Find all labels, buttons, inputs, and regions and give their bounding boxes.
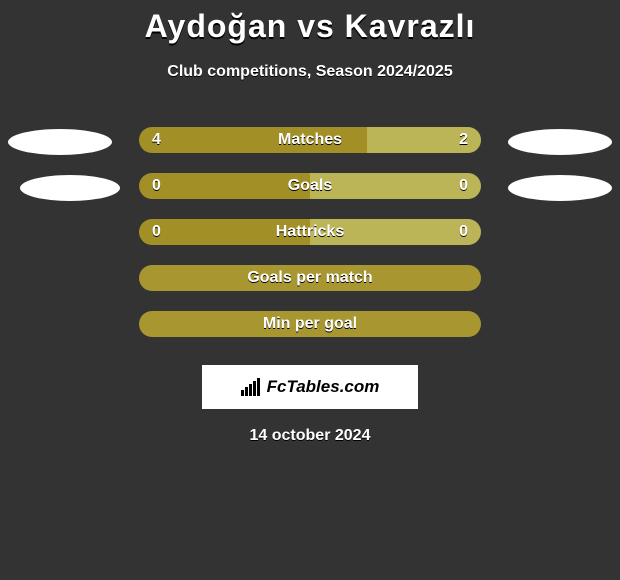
comparison-subtitle: Club competitions, Season 2024/2025 [0,63,620,81]
comparison-chart: Matches42Goals00Hattricks00Goals per mat… [0,117,620,347]
stat-row: Matches4 2 [0,117,620,163]
player-left-marker [8,129,112,155]
stat-value-right: 0 [459,219,468,245]
generated-date: 14 october 2024 [0,427,620,445]
stat-row: Goals per match [0,255,620,301]
stat-row: Goals0 0 [0,163,620,209]
stat-row: Hattricks0 0 [0,209,620,255]
logo: FcTables.com [241,377,380,397]
stat-label: Matches [139,127,481,153]
player-left-marker [20,175,120,201]
stat-label: Min per goal [139,311,481,337]
player-right-marker [508,129,612,155]
stat-row: Min per goal [0,301,620,347]
logo-box: FcTables.com [202,365,418,409]
logo-text: FcTables.com [267,377,380,397]
chart-bars-icon [241,378,263,396]
comparison-title: Aydoğan vs Kavrazlı [0,0,620,45]
stat-label: Goals [139,173,481,199]
stat-value-left: 4 [152,127,161,153]
player-right-marker [508,175,612,201]
stat-value-right: 0 [459,173,468,199]
stat-value-right: 2 [459,127,468,153]
stat-value-left: 0 [152,173,161,199]
stat-label: Goals per match [139,265,481,291]
stat-value-left: 0 [152,219,161,245]
stat-label: Hattricks [139,219,481,245]
